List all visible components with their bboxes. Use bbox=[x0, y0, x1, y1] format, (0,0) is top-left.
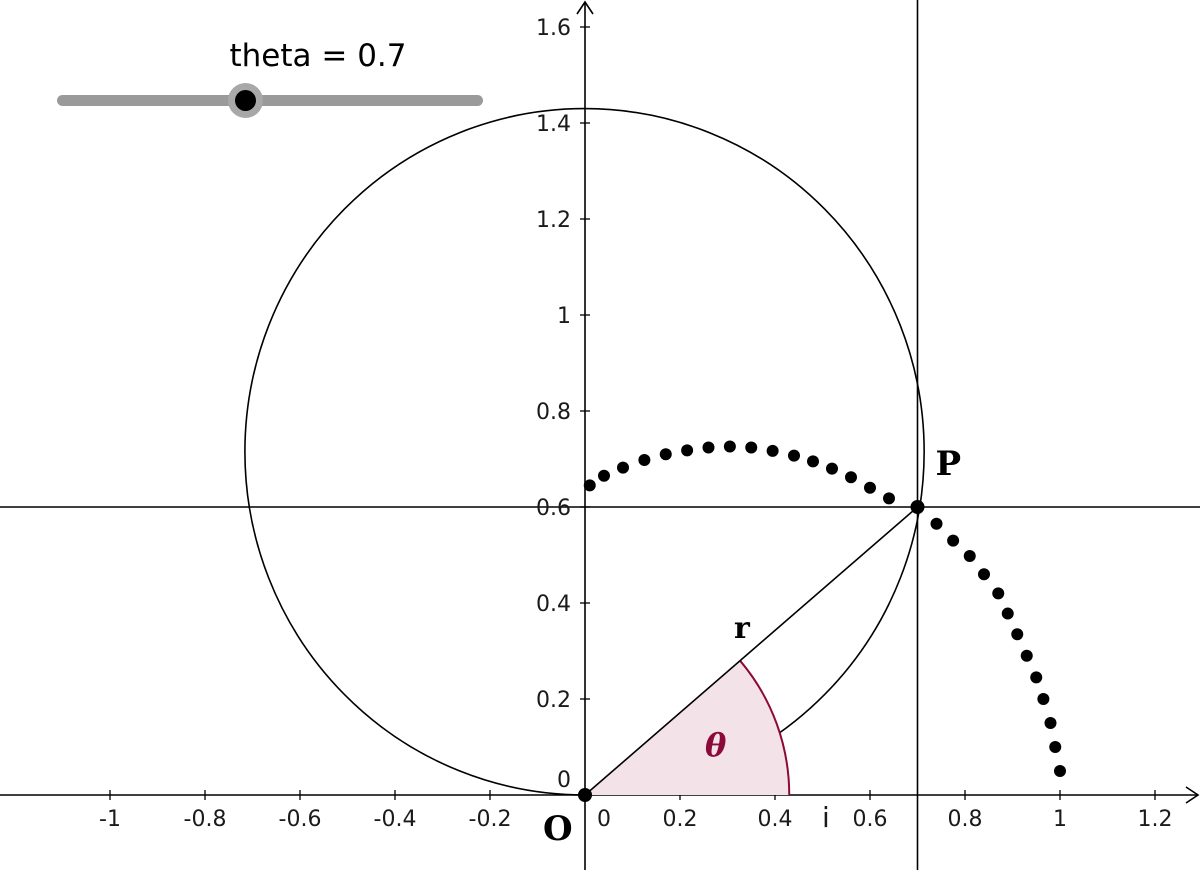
label-p: P bbox=[936, 444, 962, 484]
y-tick-label: 0.6 bbox=[536, 496, 571, 521]
trace-point bbox=[1044, 717, 1057, 729]
x-tick-label: 0 bbox=[597, 807, 611, 832]
y-tick-label: 1.6 bbox=[536, 16, 571, 41]
x-tick-label: 1.2 bbox=[1138, 807, 1173, 832]
angle-theta-sector[interactable] bbox=[585, 660, 790, 795]
x-tick-label: -0.2 bbox=[469, 807, 512, 832]
theta-slider-thumb[interactable] bbox=[228, 83, 263, 118]
point-o[interactable] bbox=[578, 788, 592, 802]
trace-point bbox=[978, 568, 990, 581]
point-p[interactable] bbox=[910, 500, 925, 514]
segment-r[interactable] bbox=[584, 506, 919, 796]
trace-point bbox=[1001, 607, 1014, 620]
trace-point bbox=[807, 455, 819, 468]
x-tick-label: -1 bbox=[99, 807, 121, 832]
x-tick-label: 1 bbox=[1053, 807, 1067, 832]
trace-point bbox=[1030, 671, 1043, 684]
x-tick-label: 0.8 bbox=[948, 807, 983, 832]
trace-point bbox=[681, 444, 694, 457]
slider-thumb-core bbox=[235, 90, 256, 111]
label-theta: θ bbox=[705, 726, 727, 764]
trace-point bbox=[992, 587, 1005, 600]
trace-point bbox=[947, 534, 960, 547]
x-tick-label: -0.6 bbox=[279, 807, 322, 832]
y-tick-label: 1.4 bbox=[536, 112, 571, 137]
trace-point bbox=[702, 441, 715, 454]
theta-slider-track[interactable] bbox=[57, 95, 483, 106]
y-axis-arrow-icon bbox=[576, 0, 594, 15]
trace-point bbox=[788, 449, 800, 462]
y-tick-label: 1 bbox=[557, 304, 571, 329]
trace-point bbox=[745, 441, 758, 454]
x-tick-label: -0.4 bbox=[374, 807, 417, 832]
trace-point bbox=[826, 462, 838, 475]
y-tick-label: 1.2 bbox=[536, 208, 571, 233]
y-tick-label: 0 bbox=[557, 768, 571, 793]
x-tick-label: 0.6 bbox=[853, 807, 888, 832]
trace-point bbox=[864, 481, 876, 494]
trace-point bbox=[598, 469, 610, 482]
x-tick-label: -0.8 bbox=[184, 807, 227, 832]
trace-point bbox=[638, 453, 651, 466]
x-tick-label: 0.4 bbox=[758, 807, 793, 832]
trace-point bbox=[963, 549, 976, 562]
x-tick-label: 0.2 bbox=[663, 807, 698, 832]
y-tick-label: 0.2 bbox=[536, 688, 571, 713]
y-tick-label: 0.8 bbox=[536, 400, 571, 425]
label-o: O bbox=[543, 809, 573, 849]
label-r: r bbox=[734, 611, 751, 646]
trace-point bbox=[1049, 741, 1062, 753]
label-i: i bbox=[822, 801, 830, 834]
trace-point bbox=[1011, 628, 1024, 641]
trace-point bbox=[617, 461, 629, 474]
y-tick-label: 0.4 bbox=[536, 592, 571, 617]
trace-point bbox=[583, 479, 596, 492]
trace-point bbox=[1037, 693, 1050, 705]
trace-point bbox=[930, 517, 943, 530]
slider-label: theta = 0.7 bbox=[229, 38, 407, 74]
trace-point bbox=[766, 444, 779, 457]
trace-point bbox=[883, 492, 895, 505]
angle-theta-arc bbox=[739, 660, 791, 796]
trace-point bbox=[845, 471, 857, 484]
trace-point bbox=[1054, 765, 1066, 777]
x-axis-arrow-icon bbox=[1185, 786, 1200, 804]
trace-point bbox=[1020, 649, 1033, 662]
trace-point bbox=[723, 440, 736, 453]
trace-point bbox=[659, 448, 672, 461]
